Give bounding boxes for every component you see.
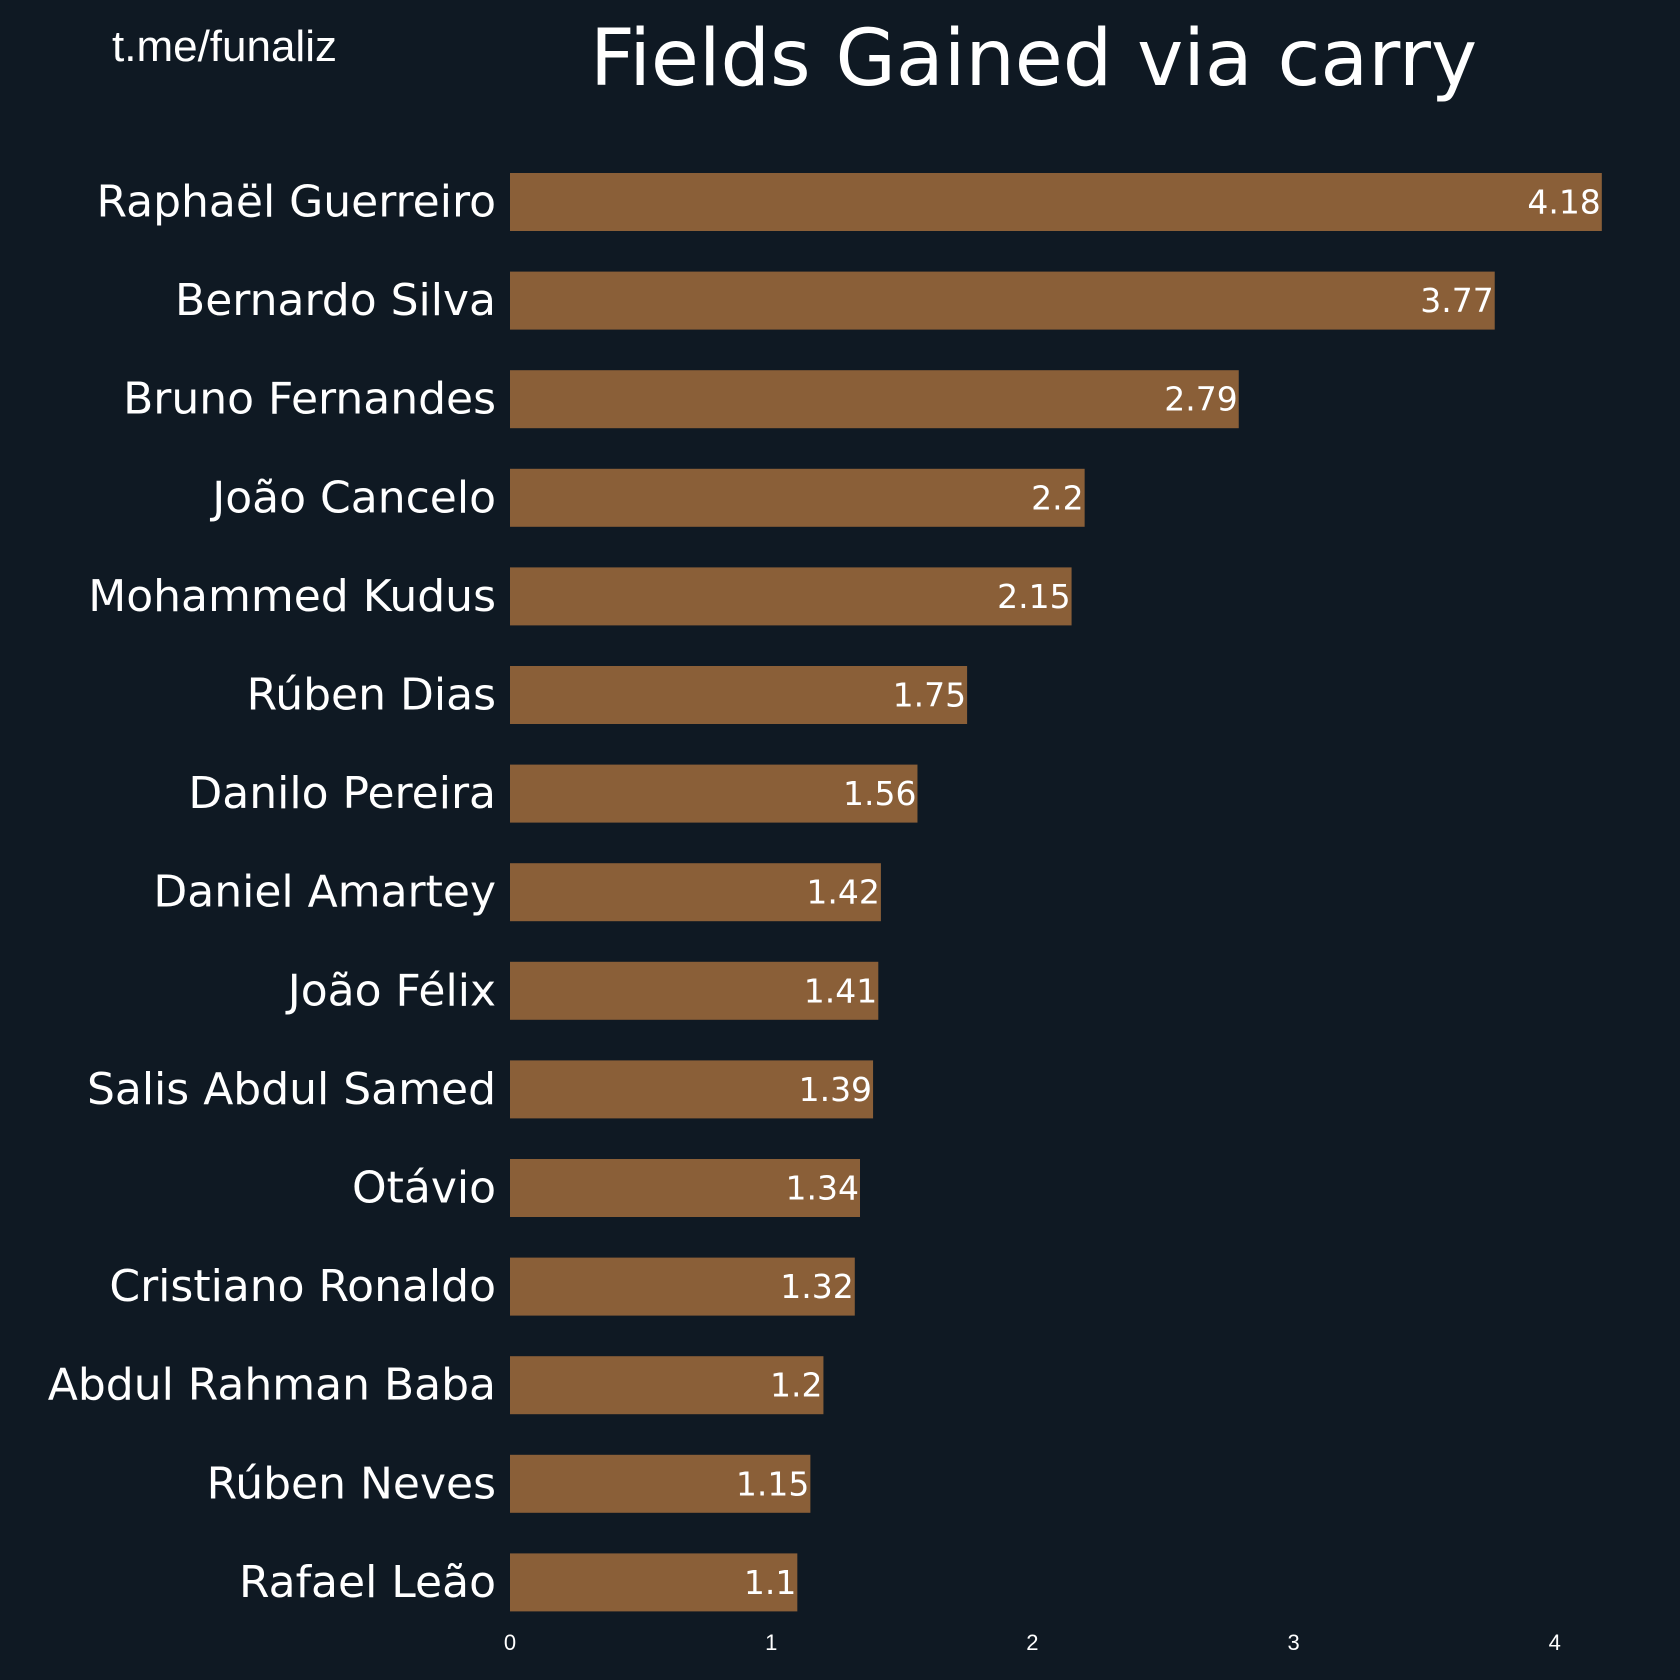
value-label: 1.75	[893, 676, 966, 715]
value-label: 1.15	[736, 1464, 809, 1503]
category-label: Bruno Fernandes	[123, 374, 496, 425]
bar	[510, 271, 1495, 330]
category-label: Daniel Amartey	[153, 867, 496, 918]
bar	[510, 1060, 874, 1119]
value-labels: 4.18 3.77 2.79 2.2 2.15 1.75 1.56 1.42 1.41 1.39 1…	[736, 183, 1601, 1602]
category-label: Rúben Dias	[247, 670, 496, 721]
category-label: João Cancelo	[209, 472, 496, 523]
bar	[510, 567, 1072, 626]
value-label: 1.42	[806, 873, 879, 912]
bars-layer	[510, 173, 1602, 1612]
category-label: Rúben Neves	[207, 1458, 496, 1509]
category-label: Otávio	[352, 1163, 496, 1214]
category-label: Abdul Rahman Baba	[48, 1360, 496, 1411]
value-label: 1.1	[744, 1563, 796, 1602]
value-label: 1.39	[799, 1070, 872, 1109]
value-label: 2.79	[1164, 380, 1237, 419]
value-label: 1.34	[786, 1169, 859, 1208]
watermark-text: t.me/funaliz	[112, 22, 337, 71]
x-tick-label: 0	[504, 1630, 516, 1655]
category-label: Danilo Pereira	[188, 768, 496, 819]
bar	[510, 666, 968, 724]
bar	[510, 961, 879, 1020]
x-tick-label: 1	[765, 1630, 777, 1655]
x-tick-label: 4	[1549, 1630, 1561, 1655]
x-axis-ticks: 0 1 2 3 4	[504, 1630, 1561, 1655]
bar	[510, 370, 1239, 429]
bar	[510, 1553, 798, 1612]
bar	[510, 863, 881, 922]
category-label: Raphaël Guerreiro	[97, 177, 496, 228]
value-label: 1.41	[804, 971, 877, 1010]
value-label: 4.18	[1527, 183, 1600, 222]
value-label: 1.56	[843, 774, 916, 813]
bar	[510, 1159, 861, 1217]
value-label: 1.2	[770, 1366, 822, 1405]
x-tick-label: 3	[1287, 1630, 1299, 1655]
bar	[510, 468, 1085, 527]
chart-title: Fields Gained via carry	[590, 14, 1478, 104]
bar	[510, 1454, 811, 1513]
value-label: 2.15	[997, 577, 1070, 616]
category-label: Rafael Leão	[239, 1557, 496, 1608]
x-tick-label: 2	[1026, 1630, 1038, 1655]
bar	[510, 173, 1602, 231]
category-label: Salis Abdul Samed	[87, 1064, 496, 1115]
category-label: Cristiano Ronaldo	[109, 1261, 496, 1312]
bar	[510, 764, 918, 823]
value-label: 2.2	[1031, 478, 1083, 517]
bar	[510, 1356, 824, 1415]
value-label: 1.32	[780, 1267, 853, 1306]
category-label: Bernardo Silva	[175, 275, 496, 326]
category-label: João Félix	[285, 965, 496, 1016]
value-label: 3.77	[1420, 281, 1493, 320]
bar	[510, 1257, 855, 1316]
category-labels: Raphaël Guerreiro Bernardo Silva Bruno Fer…	[48, 177, 496, 1608]
category-label: Mohammed Kudus	[88, 571, 496, 622]
